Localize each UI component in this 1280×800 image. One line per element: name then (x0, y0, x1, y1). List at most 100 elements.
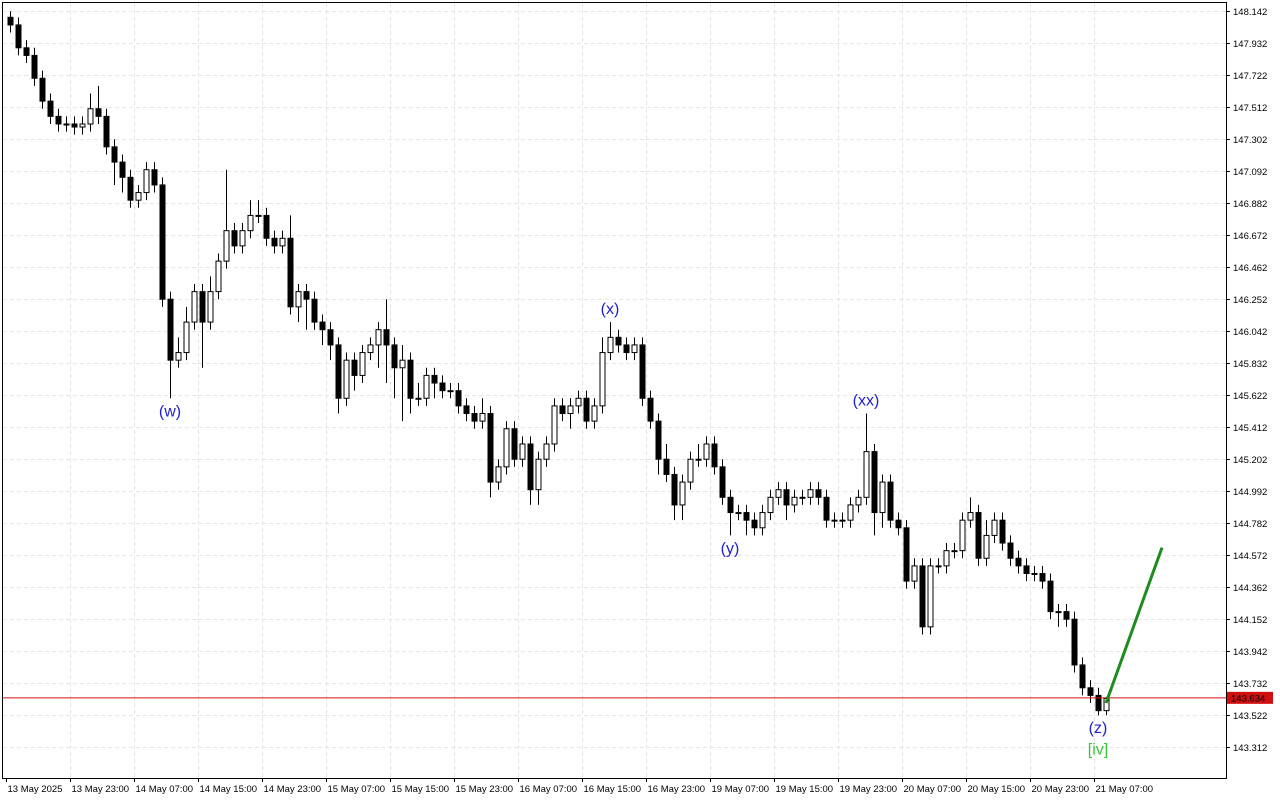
y-tick-label: 146.882 (1233, 199, 1267, 210)
candle-body (975, 512, 982, 559)
candle-body (31, 54, 38, 79)
candle-body (103, 115, 110, 148)
x-tick-label: 14 May 15:00 (200, 784, 258, 795)
candle-body (175, 352, 182, 361)
candle-body (1047, 580, 1054, 613)
candle-body (567, 405, 574, 415)
candle-body (967, 512, 974, 521)
candle-body (247, 214, 254, 232)
candle-body (831, 519, 838, 522)
candle-body (327, 329, 334, 346)
candle-body (727, 496, 734, 514)
candle-body (655, 420, 662, 460)
candle-body (695, 458, 702, 461)
candle-body (687, 458, 694, 483)
candle-body (855, 496, 862, 506)
candle-body (1071, 618, 1078, 666)
x-tick-label: 13 May 2025 (8, 784, 63, 795)
y-tick-label: 146.042 (1233, 327, 1267, 338)
candle-body (759, 512, 766, 529)
candle-body (671, 473, 678, 506)
candle-body (95, 108, 102, 117)
candle-body (423, 374, 430, 399)
candle-body (455, 390, 462, 407)
x-tick-label: 21 May 07:00 (1096, 784, 1154, 795)
candle-body (1079, 664, 1086, 689)
x-tick-label: 19 May 15:00 (776, 784, 834, 795)
candle-body (239, 230, 246, 247)
x-tick-label: 19 May 07:00 (712, 784, 770, 795)
candle-body (223, 230, 230, 262)
y-tick-label: 147.932 (1233, 39, 1267, 50)
candle-body (943, 550, 950, 567)
candle-body (263, 214, 270, 239)
x-tick-label: 20 May 07:00 (904, 784, 962, 795)
candle-body (471, 413, 478, 422)
y-tick-label: 146.672 (1233, 231, 1267, 242)
candle-body (703, 443, 710, 460)
candle-body (839, 519, 846, 522)
candle-body (207, 291, 214, 323)
x-tick-label: 14 May 23:00 (264, 784, 322, 795)
candle-body (47, 100, 54, 117)
candle-body (879, 481, 886, 514)
candle-body (607, 336, 614, 354)
y-tick-label: 144.362 (1233, 583, 1267, 594)
candle-body (87, 108, 94, 125)
candle-body (767, 496, 774, 514)
candle-body (527, 443, 534, 491)
candle-body (231, 230, 238, 247)
candle-body (55, 115, 62, 125)
candle-body (255, 214, 262, 217)
candle-body (7, 16, 14, 26)
candle-body (575, 397, 582, 407)
candle-body (127, 176, 134, 201)
candle-body (183, 321, 190, 354)
candle-body (215, 260, 222, 293)
candle-body (951, 550, 958, 553)
candle-body (79, 123, 86, 128)
y-tick-label: 145.622 (1233, 391, 1267, 402)
candle-body (431, 374, 438, 384)
candle-body (63, 123, 70, 126)
candle-body (199, 291, 206, 323)
x-tick-label: 16 May 15:00 (584, 784, 642, 795)
y-tick-label: 146.252 (1233, 295, 1267, 306)
candle-body (791, 496, 798, 506)
candle-body (15, 24, 22, 49)
candle-body (1039, 573, 1046, 582)
x-tick-label: 20 May 23:00 (1032, 784, 1090, 795)
y-tick-label: 143.522 (1233, 711, 1267, 722)
candle-body (39, 77, 46, 102)
wave-label: (w) (159, 403, 181, 420)
candle-body (479, 413, 486, 422)
candle-body (959, 519, 966, 552)
candle-body (559, 405, 566, 415)
candle-body (639, 344, 646, 399)
candle-body (519, 443, 526, 460)
price-tag (1227, 691, 1273, 704)
candle-body (359, 352, 366, 376)
candle-body (71, 123, 78, 128)
candle-body (111, 146, 118, 163)
candle-body (1023, 565, 1030, 575)
candle-body (679, 481, 686, 506)
candle-body (167, 298, 174, 361)
candle-body (1087, 687, 1094, 696)
candle-body (487, 413, 494, 483)
candle-body (287, 237, 294, 308)
candle-body (919, 565, 926, 628)
y-tick-label: 147.302 (1233, 135, 1267, 146)
candle-body (159, 184, 166, 300)
candle-body (399, 359, 406, 369)
candle-body (903, 527, 910, 582)
candle-body (511, 428, 518, 460)
wave-label: (y) (721, 540, 740, 557)
x-tick-label: 15 May 15:00 (392, 784, 450, 795)
candle-body (191, 291, 198, 323)
candle-body (1031, 573, 1038, 576)
y-tick-label: 144.152 (1233, 615, 1267, 626)
candle-body (1015, 557, 1022, 567)
candle-body (1055, 611, 1062, 614)
projection-line (1104, 547, 1164, 704)
